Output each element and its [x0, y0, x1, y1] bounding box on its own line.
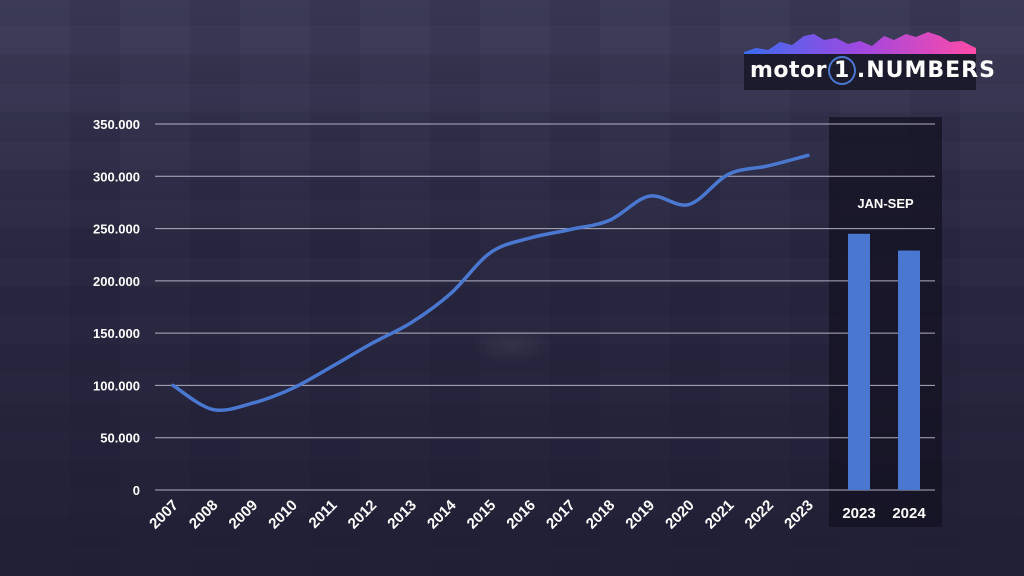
y-tick-label: 100.000: [93, 378, 140, 393]
y-tick-label: 0: [133, 483, 140, 498]
x-tick-label: 2009: [226, 497, 262, 533]
logo-mountain-graphic: [744, 32, 976, 90]
x-tick-label: 2021: [702, 497, 738, 533]
logo-brand: motor: [750, 58, 828, 83]
x-tick-label: 2015: [464, 497, 500, 533]
x-tick-label: 2008: [186, 497, 222, 533]
bar-category-label: 2023: [842, 505, 875, 522]
logo-suffix: .NUMBERS: [856, 58, 996, 83]
y-tick-label: 200.000: [93, 274, 140, 289]
x-tick-label: 2022: [742, 497, 778, 533]
x-tick-label: 2019: [622, 497, 658, 533]
motor1-numbers-logo: motor 1 .NUMBERS: [744, 28, 995, 90]
x-tick-label: 2012: [345, 497, 381, 533]
x-tick-label: 2017: [543, 497, 579, 533]
y-tick-label: 300.000: [93, 169, 140, 184]
y-tick-label: 50.000: [100, 431, 140, 446]
x-tick-label: 2020: [662, 497, 698, 533]
x-tick-label: 2010: [265, 497, 301, 533]
x-tick-label: 2007: [146, 497, 182, 533]
x-tick-label: 2023: [781, 497, 817, 533]
x-tick-label: 2014: [424, 496, 460, 532]
bar: [898, 250, 920, 490]
y-tick-label: 350.000: [93, 117, 140, 132]
bar: [848, 233, 870, 491]
x-tick-label: 2016: [503, 497, 539, 533]
y-tick-label: 250.000: [93, 222, 140, 237]
jan-sep-panel: [829, 117, 942, 527]
jan-sep-title: JAN-SEP: [857, 196, 914, 211]
x-tick-label: 2018: [583, 497, 619, 533]
x-tick-label: 2011: [306, 497, 341, 532]
y-tick-label: 150.000: [93, 326, 140, 341]
logo-mark: 1: [828, 56, 856, 85]
x-tick-label: 2013: [384, 497, 420, 533]
bar-category-label: 2024: [892, 505, 926, 522]
series-line: [171, 153, 810, 412]
logo-text: motor 1 .NUMBERS: [750, 56, 995, 85]
